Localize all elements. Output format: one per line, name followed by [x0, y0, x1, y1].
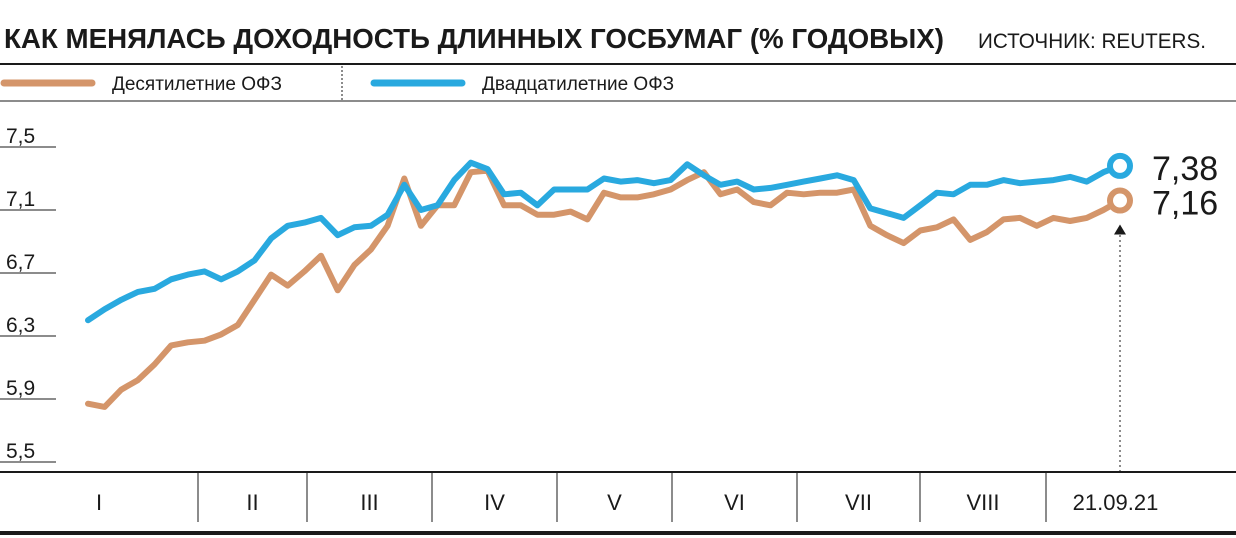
y-tick-label: 5,9	[6, 377, 35, 400]
x-tick-label: I	[96, 490, 102, 515]
y-tick-label: 6,3	[6, 314, 35, 337]
x-tick-label: VI	[724, 490, 745, 515]
source: ИСТОЧНИК: REUTERS.	[978, 30, 1206, 53]
x-tick-label: VII	[845, 490, 872, 515]
y-tick-label: 5,5	[6, 440, 35, 463]
x-tick-label: II	[246, 490, 258, 515]
chart-title: КАК МЕНЯЛАСЬ ДОХОДНОСТЬ ДЛИННЫХ ГОСБУМАГ…	[4, 23, 944, 54]
x-tick-label: IV	[484, 490, 505, 515]
x-tick-label: 21.09.21	[1073, 490, 1159, 515]
y-tick-label: 7,1	[6, 188, 35, 211]
x-tick-label: VIII	[966, 490, 999, 515]
end-marker	[1107, 187, 1133, 214]
x-tick-label: V	[607, 490, 622, 515]
y-tick-label: 6,7	[6, 251, 35, 274]
legend-label: Десятилетние ОФЗ	[112, 74, 282, 95]
series-line	[85, 167, 1123, 410]
series-line	[85, 159, 1123, 324]
end-marker	[1107, 152, 1133, 179]
pointer-arrow	[1114, 224, 1126, 235]
x-tick-label: III	[360, 490, 378, 515]
value-label: 7,38	[1152, 150, 1218, 188]
y-tick-label: 7,5	[6, 125, 35, 148]
value-label: 7,16	[1152, 185, 1218, 223]
legend-label: Двадцатилетние ОФЗ	[482, 74, 674, 95]
